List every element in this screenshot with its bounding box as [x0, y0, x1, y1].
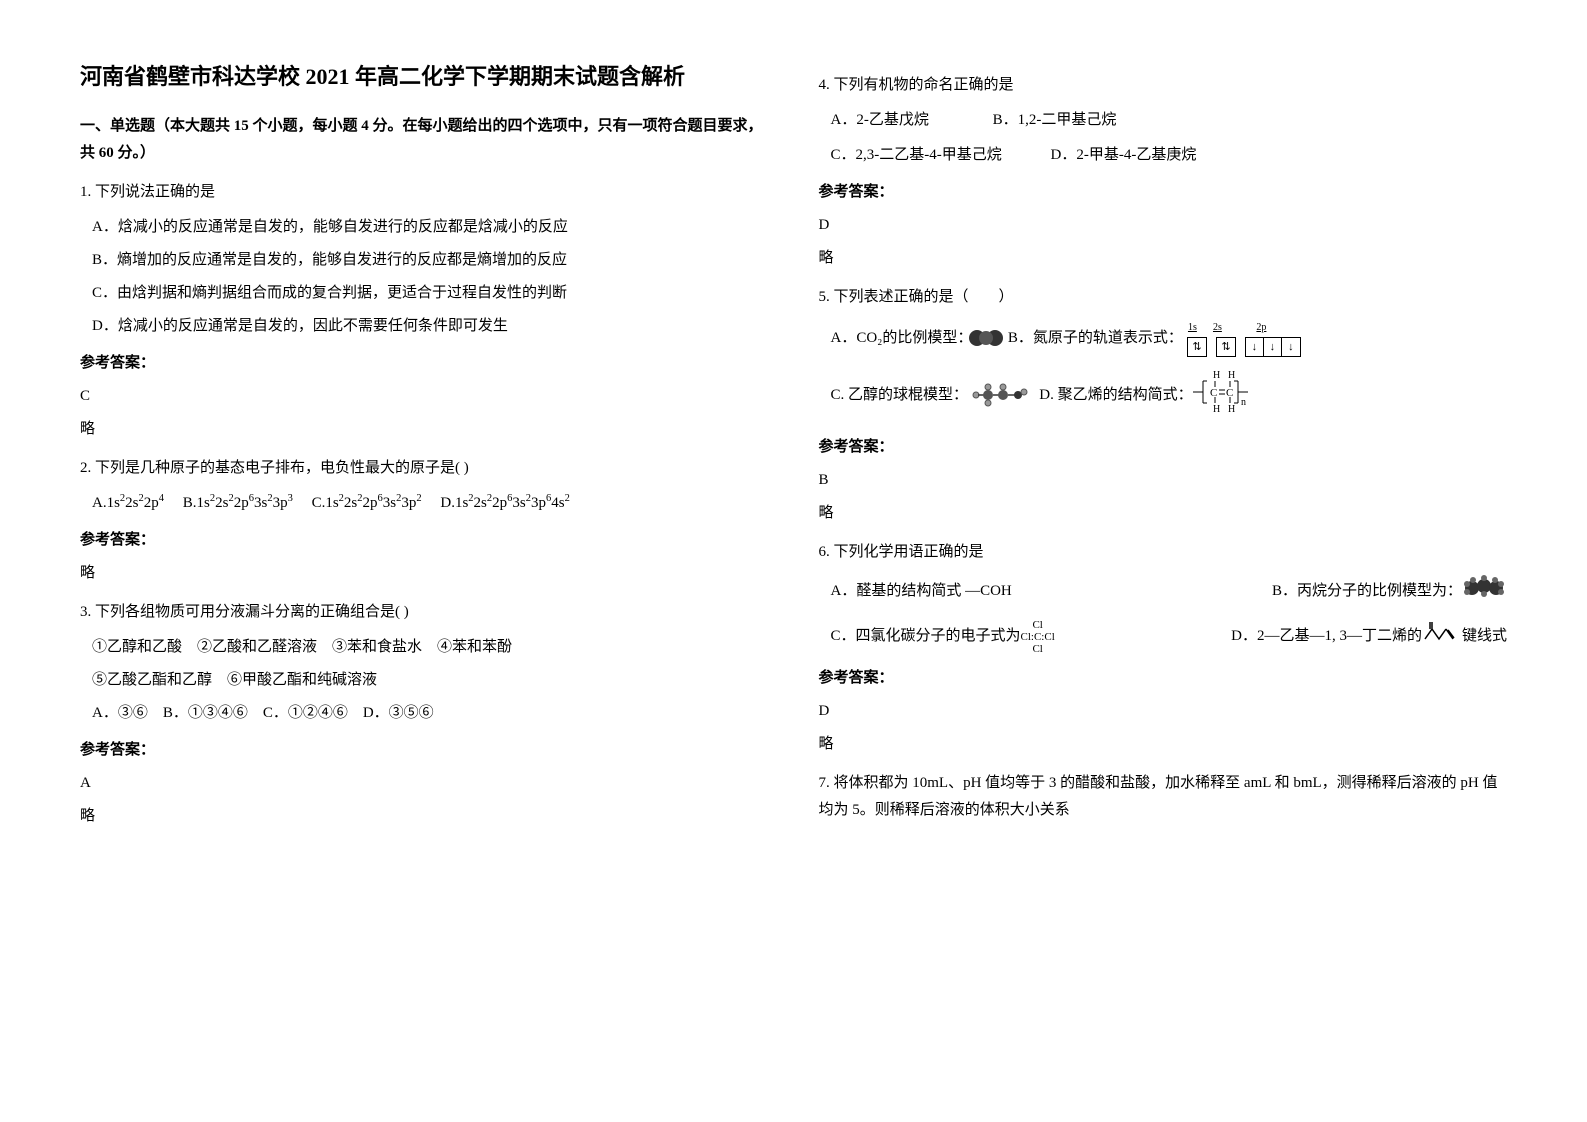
q6-option-a-text: A．醛基的结构简式: [831, 583, 962, 599]
q5-answer-label: 参考答案：: [819, 434, 1508, 461]
q3-stem: 3. 下列各组物质可用分液漏斗分离的正确组合是( ): [80, 599, 769, 626]
q4-option-d: D．2-甲基-4-乙基庚烷: [1051, 147, 1197, 163]
svg-text:H: H: [1213, 404, 1220, 414]
orbital-label-1s: 1s: [1183, 319, 1202, 337]
right-column: 4. 下列有机物的命名正确的是 A．2-乙基戊烷 B．1,2-二甲基己烷 C．2…: [819, 60, 1508, 840]
q3-answer-value: A: [80, 770, 769, 797]
q5-option-c-label: C. 乙醇的球棍模型：: [831, 382, 969, 409]
q6-option-d-suffix: 键线式: [1462, 623, 1507, 650]
q1-answer-note: 略: [80, 416, 769, 443]
q2-answer-note: 略: [80, 560, 769, 587]
q5-option-a-label: A．CO₂的比例模型：: [831, 325, 973, 352]
q5-row2: C. 乙醇的球棍模型： D. 聚乙烯的结构简式：: [831, 369, 1508, 422]
q5-answer-value: B: [819, 467, 1508, 494]
q5-stem: 5. 下列表述正确的是（ ）: [819, 284, 1508, 311]
q2-option-a: A.1s22s22p4: [92, 495, 164, 511]
left-column: 河南省鹤壁市科达学校 2021 年高二化学下学期期末试题含解析 一、单选题（本大…: [80, 60, 769, 840]
bondline-icon: [1422, 619, 1462, 654]
q4-option-a: A．2-乙基戊烷: [831, 112, 929, 128]
svg-text:H: H: [1213, 370, 1220, 381]
q5-answer-note: 略: [819, 500, 1508, 527]
q3-answer-label: 参考答案：: [80, 737, 769, 764]
q4-stem: 4. 下列有机物的命名正确的是: [819, 72, 1508, 99]
q1-answer-value: C: [80, 383, 769, 410]
svg-text:H: H: [1228, 370, 1235, 381]
svg-text:n: n: [1241, 397, 1246, 408]
polyethylene-structure-icon: H H C C n H: [1193, 369, 1253, 422]
q1-option-c: C．由焓判据和熵判据组合而成的复合判据，更适合于过程自发性的判断: [92, 280, 769, 307]
q4-row1: A．2-乙基戊烷 B．1,2-二甲基己烷: [831, 107, 1508, 134]
q1-option-d: D．焓减小的反应通常是自发的，因此不需要任何条件即可发生: [92, 313, 769, 340]
orbital-label-2s: 2s: [1208, 319, 1227, 337]
co2-model-icon: [972, 330, 1000, 346]
q6-answer-label: 参考答案：: [819, 665, 1508, 692]
q1-option-b: B．熵增加的反应通常是自发的，能够自发进行的反应都是熵增加的反应: [92, 247, 769, 274]
q1-answer-label: 参考答案：: [80, 350, 769, 377]
q4-answer-value: D: [819, 212, 1508, 239]
q3-items2: ⑤乙酸乙酯和乙醇 ⑥甲酸乙酯和纯碱溶液: [92, 667, 769, 694]
q2-option-c: C.1s22s22p63s23p2: [312, 495, 422, 511]
q5-option-b-label: B．氮原子的轨道表示式：: [1008, 325, 1183, 352]
document-title: 河南省鹤壁市科达学校 2021 年高二化学下学期期末试题含解析: [80, 60, 769, 93]
q4-row2: C．2,3-二乙基-4-甲基己烷 D．2-甲基-4-乙基庚烷: [831, 142, 1508, 169]
q4-answer-note: 略: [819, 245, 1508, 272]
q2-options: A.1s22s22p4 B.1s22s22p63s23p3 C.1s22s22p…: [92, 490, 769, 517]
q3-answer-note: 略: [80, 803, 769, 830]
q4-option-b: B．1,2-二甲基己烷: [993, 112, 1117, 128]
q7-stem: 7. 将体积都为 10mL、pH 值均等于 3 的醋酸和盐酸，加水稀释至 amL…: [819, 770, 1508, 824]
svg-text:H: H: [1228, 404, 1235, 414]
ethanol-model-icon: [968, 380, 1028, 410]
orbital-label-2p: 2p: [1233, 319, 1290, 337]
q5-row1: A．CO₂的比例模型： B．氮原子的轨道表示式： 1s 2s 2p ⇅ ⇅ ↓↓…: [831, 319, 1508, 357]
q1-option-a: A．焓减小的反应通常是自发的，能够自发进行的反应都是焓减小的反应: [92, 214, 769, 241]
q5-option-d-label: D. 聚乙烯的结构简式：: [1039, 382, 1192, 409]
ccl4-electron-formula-icon: Cl Cl:C:Cl Cl: [1021, 619, 1055, 655]
q6-row1: A．醛基的结构简式 —COH B．丙烷分子的比例模型为：: [831, 574, 1508, 609]
orbital-diagram-icon: 1s 2s 2p ⇅ ⇅ ↓↓↓: [1183, 319, 1301, 357]
q4-answer-label: 参考答案：: [819, 179, 1508, 206]
q6-option-a: A．醛基的结构简式 —COH: [831, 578, 1012, 605]
propane-model-icon: [1462, 574, 1507, 609]
q6-option-d-text: D．2—乙基—1, 3—丁二烯的: [1231, 623, 1422, 650]
q2-stem: 2. 下列是几种原子的基态电子排布，电负性最大的原子是( ): [80, 455, 769, 482]
q2-answer-label: 参考答案：: [80, 527, 769, 554]
q6-row2: C．四氯化碳分子的电子式为 Cl Cl:C:Cl Cl D．2—乙基—1, 3—…: [831, 619, 1508, 655]
q6-option-b-text: B．丙烷分子的比例模型为：: [1272, 578, 1462, 605]
coh-formula: —COH: [965, 583, 1012, 599]
section-header: 一、单选题（本大题共 15 个小题，每小题 4 分。在每小题给出的四个选项中，只…: [80, 113, 769, 167]
q2-option-b: B.1s22s22p63s23p3: [183, 495, 293, 511]
q6-stem: 6. 下列化学用语正确的是: [819, 539, 1508, 566]
q6-answer-value: D: [819, 698, 1508, 725]
q4-option-c: C．2,3-二乙基-4-甲基己烷: [831, 147, 1002, 163]
q3-opts: A．③⑥ B．①③④⑥ C．①②④⑥ D．③⑤⑥: [92, 700, 769, 727]
q1-stem: 1. 下列说法正确的是: [80, 179, 769, 206]
q3-items: ①乙醇和乙酸 ②乙酸和乙醛溶液 ③苯和食盐水 ④苯和苯酚: [92, 634, 769, 661]
q6-answer-note: 略: [819, 731, 1508, 758]
q6-option-b: B．丙烷分子的比例模型为：: [1272, 574, 1507, 609]
page-container: 河南省鹤壁市科达学校 2021 年高二化学下学期期末试题含解析 一、单选题（本大…: [80, 60, 1507, 840]
q6-option-c-text: C．四氯化碳分子的电子式为: [831, 623, 1021, 650]
q2-option-d: D.1s22s22p63s23p64s2: [440, 495, 569, 511]
svg-text:C: C: [1210, 387, 1217, 399]
q6-option-d: D．2—乙基—1, 3—丁二烯的 键线式: [1231, 619, 1507, 654]
q6-option-c: C．四氯化碳分子的电子式为 Cl Cl:C:Cl Cl: [831, 619, 1055, 655]
